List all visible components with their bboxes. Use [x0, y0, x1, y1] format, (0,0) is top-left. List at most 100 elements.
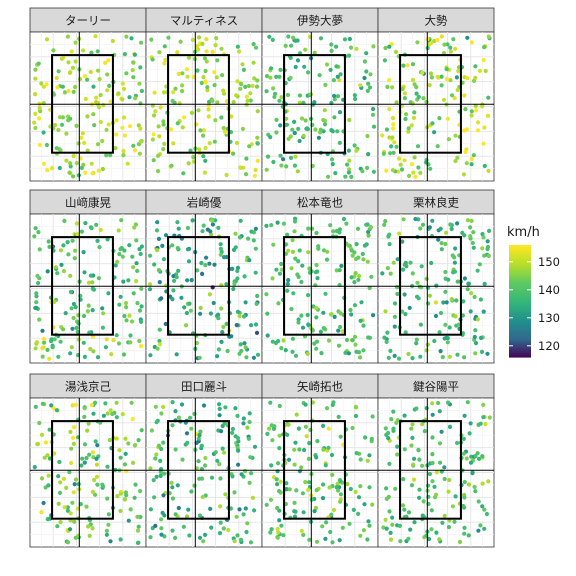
pitch-point — [447, 325, 452, 330]
pitch-point — [347, 167, 352, 172]
pitch-point — [436, 237, 441, 242]
pitch-point — [84, 455, 89, 461]
pitch-point — [296, 274, 301, 279]
pitch-point — [124, 469, 129, 474]
pitch-point — [275, 526, 280, 532]
pitch-point — [326, 426, 331, 431]
pitch-point — [469, 291, 474, 296]
pitch-point — [365, 259, 370, 264]
pitch-point — [82, 270, 87, 275]
pitch-point — [105, 88, 110, 93]
pitch-point — [337, 78, 342, 83]
pitch-point — [284, 481, 289, 486]
pitch-point — [246, 236, 251, 241]
pitch-point — [138, 514, 143, 520]
facet-label: 栗林良吏 — [413, 196, 459, 210]
pitch-point — [34, 294, 39, 299]
facet-label: 岩崎優 — [187, 196, 222, 210]
pitch-point — [103, 345, 108, 350]
pitch-point — [473, 328, 478, 333]
pitch-point — [429, 508, 434, 513]
pitch-point — [275, 505, 280, 511]
pitch-point — [201, 403, 207, 408]
pitch-point — [462, 128, 467, 133]
pitch-point — [81, 250, 86, 255]
pitch-point — [154, 474, 159, 479]
pitch-point — [482, 281, 487, 286]
pitch-point — [386, 355, 391, 360]
pitch-point — [116, 341, 122, 346]
pitch-point — [222, 421, 227, 426]
pitch-point — [216, 347, 221, 352]
pitch-point — [70, 435, 76, 440]
pitch-point — [251, 42, 256, 47]
pitch-point — [313, 505, 318, 510]
pitch-point — [154, 420, 159, 425]
pitch-point — [394, 420, 399, 425]
pitch-point — [87, 452, 92, 457]
pitch-point — [95, 142, 101, 147]
pitch-point — [203, 532, 208, 538]
pitch-point — [241, 165, 246, 170]
legend-color-segment — [509, 271, 531, 274]
pitch-point — [120, 81, 125, 86]
pitch-point — [232, 490, 237, 495]
pitch-point — [455, 352, 460, 357]
pitch-point — [52, 337, 57, 342]
facet-panel: 伊勢大夢 — [261, 7, 379, 182]
pitch-point — [186, 259, 192, 264]
pitch-point — [348, 307, 353, 313]
pitch-point — [221, 88, 226, 93]
pitch-point — [285, 232, 290, 237]
pitch-point — [277, 518, 282, 523]
pitch-point — [154, 452, 159, 457]
pitch-point — [303, 402, 308, 407]
pitch-point — [329, 512, 334, 517]
pitch-point — [155, 248, 160, 253]
pitch-point — [106, 512, 111, 517]
pitch-point — [122, 133, 127, 138]
pitch-point — [217, 462, 222, 467]
pitch-point — [138, 65, 143, 70]
pitch-point — [469, 40, 474, 45]
pitch-point — [314, 339, 320, 344]
pitch-point — [121, 279, 126, 284]
pitch-point — [33, 67, 38, 72]
pitch-point — [461, 436, 466, 441]
pitch-point — [288, 75, 293, 80]
pitch-point — [55, 271, 60, 276]
pitch-points — [32, 34, 144, 179]
pitch-point — [61, 476, 66, 481]
pitch-point — [264, 292, 269, 297]
pitch-point — [482, 125, 487, 130]
pitch-point — [39, 81, 44, 86]
pitch-point — [446, 525, 451, 530]
pitch-point — [400, 86, 405, 92]
pitch-point — [427, 83, 432, 88]
pitch-point — [320, 524, 325, 529]
legend-color-segment — [509, 265, 531, 268]
pitch-point — [371, 313, 376, 318]
pitch-point — [137, 81, 142, 86]
legend-color-segment — [509, 289, 531, 293]
pitch-point — [392, 314, 397, 319]
pitch-point — [153, 109, 158, 114]
pitch-point — [37, 142, 43, 148]
pitch-point — [242, 274, 247, 279]
pitch-point — [473, 341, 479, 346]
panel-grid — [30, 32, 146, 181]
pitch-point — [94, 456, 99, 461]
pitch-point — [483, 68, 488, 74]
pitch-point — [338, 324, 343, 330]
pitch-point — [383, 45, 388, 51]
pitch-point — [190, 218, 195, 223]
pitch-point — [403, 330, 408, 335]
pitch-point — [448, 49, 453, 54]
pitch-point — [105, 411, 110, 416]
pitch-point — [209, 218, 215, 223]
pitch-point — [176, 505, 181, 511]
pitch-point — [240, 126, 245, 131]
pitch-point — [272, 94, 277, 99]
pitch-point — [413, 216, 418, 222]
pitch-point — [439, 429, 444, 434]
